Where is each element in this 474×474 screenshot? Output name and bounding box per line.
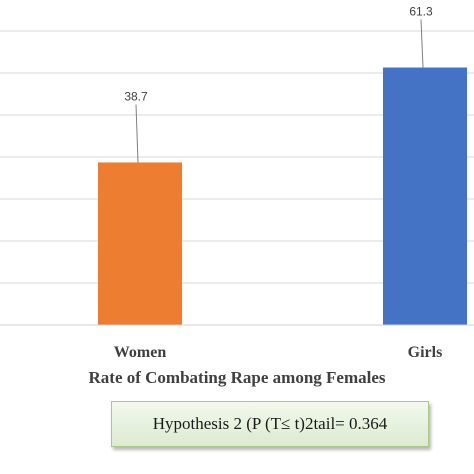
- data-label: 61.3: [409, 5, 433, 19]
- x-axis-title: Rate of Combating Rape among Females: [88, 368, 386, 387]
- data-label-leader: [135, 104, 139, 163]
- bar-girls: [383, 67, 467, 325]
- bars: 38.7 61.3: [98, 5, 467, 325]
- hypothesis-box: Hypothesis 2 (P (T≤ t)2tail= 0.364: [111, 401, 429, 447]
- category-tick-label: Women: [114, 344, 167, 361]
- gridlines: [0, 30, 474, 284]
- data-label: 38.7: [124, 89, 148, 103]
- category-tick-labels: Women Girls: [114, 344, 443, 361]
- bar-women: [98, 162, 182, 325]
- hypothesis-text: Hypothesis 2 (P (T≤ t)2tail= 0.364: [152, 414, 388, 433]
- category-tick-label: Girls: [408, 344, 443, 361]
- data-label-leader: [420, 19, 424, 68]
